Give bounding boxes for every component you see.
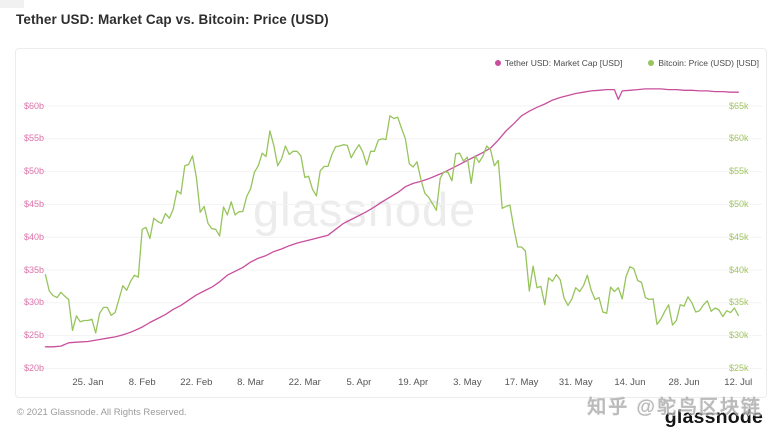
legend-item-bitcoin[interactable]: Bitcoin: Price (USD) [USD] xyxy=(648,58,759,68)
legend-item-tether[interactable]: Tether USD: Market Cap [USD] xyxy=(494,58,623,68)
x-tick-label: 25. Jan xyxy=(72,377,104,388)
x-tick-label: 3. May xyxy=(453,377,482,388)
legend-label-tether: Tether USD: Market Cap [USD] xyxy=(504,58,623,68)
left-axis-label: $30b xyxy=(23,297,44,308)
x-tick-label: 5. Apr xyxy=(346,377,372,388)
right-axis-label: $60k xyxy=(729,133,749,144)
chart-title: Tether USD: Market Cap vs. Bitcoin: Pric… xyxy=(16,12,329,27)
x-tick-label: 28. Jun xyxy=(668,377,700,388)
right-axis-label: $55k xyxy=(729,166,749,177)
page-corner-artifact xyxy=(0,0,24,8)
right-axis-label: $25k xyxy=(729,362,749,373)
x-tick-label: 14. Jun xyxy=(614,377,646,388)
x-tick-label: 19. Apr xyxy=(398,377,429,388)
x-tick-label: 17. May xyxy=(504,377,539,388)
right-axis-label: $40k xyxy=(729,264,749,275)
left-axis-label: $55b xyxy=(23,133,44,144)
x-tick-label: 8. Mar xyxy=(237,377,265,388)
bitcoin-price-line xyxy=(44,115,739,334)
bitcoin-series-dot-icon xyxy=(648,60,655,66)
glassnode-logo: glassnode xyxy=(664,406,763,428)
left-axis-label: $35b xyxy=(23,264,44,275)
tether-marketcap-line xyxy=(44,88,739,348)
x-tick-label: 12. Jul xyxy=(724,377,753,388)
right-axis-label: $45k xyxy=(729,231,749,242)
left-axis-label: $40b xyxy=(23,231,44,242)
right-axis-label: $65k xyxy=(729,100,749,111)
right-axis-label: $30k xyxy=(729,330,749,341)
left-axis-label: $60b xyxy=(23,100,44,111)
copyright-text: © 2021 Glassnode. All Rights Reserved. xyxy=(17,407,187,418)
left-axis-label: $20b xyxy=(23,362,44,373)
right-axis-label: $50k xyxy=(729,198,749,209)
chart-legend: Tether USD: Market Cap [USD] Bitcoin: Pr… xyxy=(494,58,759,68)
x-tick-label: 22. Mar xyxy=(288,377,321,388)
tether-series-dot-icon xyxy=(494,60,501,66)
zhihu-watermark: 知乎 @鸵鸟区块链 xyxy=(587,397,762,418)
x-tick-label: 31. May xyxy=(558,377,593,388)
right-axis-label: $35k xyxy=(729,297,749,308)
x-tick-label: 8. Feb xyxy=(128,377,156,388)
x-tick-label: 22. Feb xyxy=(180,377,213,388)
legend-label-bitcoin: Bitcoin: Price (USD) [USD] xyxy=(658,58,759,68)
left-axis-label: $50b xyxy=(23,166,44,177)
left-axis-label: $25b xyxy=(23,330,44,341)
left-axis-label: $45b xyxy=(23,198,44,209)
